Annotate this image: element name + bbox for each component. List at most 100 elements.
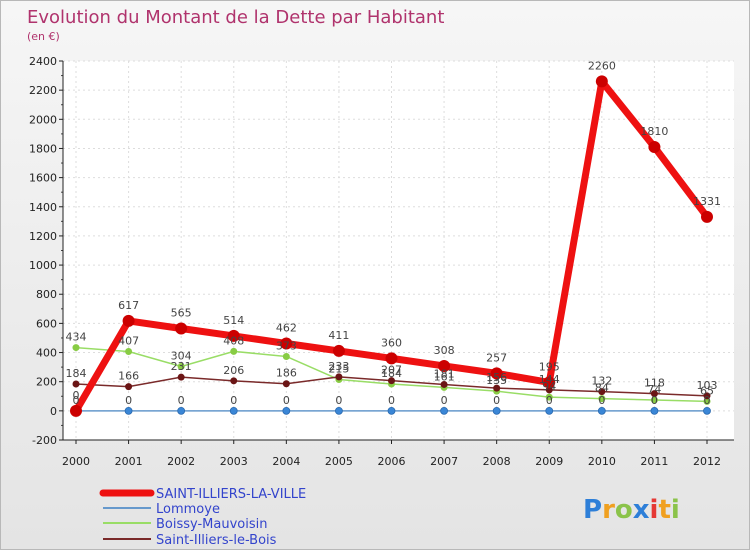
data-label: 132 <box>591 375 612 388</box>
legend-entry: SAINT-ILLIERS-LA-VILLE <box>156 487 306 502</box>
data-label: 0 <box>230 394 237 407</box>
data-labels: 0617565514462411360308257195226018101331… <box>66 59 722 406</box>
data-label: 144 <box>539 373 560 386</box>
series-point-4 <box>177 373 185 381</box>
series-point-2 <box>440 406 448 415</box>
series-point-4 <box>703 392 711 400</box>
y-tick-label: 1600 <box>29 172 57 185</box>
logo-letter: i <box>650 495 659 525</box>
data-label: 2260 <box>588 59 616 72</box>
series-point-2 <box>335 406 343 415</box>
y-tick-label: 400 <box>36 347 57 360</box>
x-tick-label: 2011 <box>640 455 668 468</box>
series-point-3 <box>650 396 658 404</box>
data-label: 181 <box>434 367 455 380</box>
data-label: 84 <box>595 382 609 395</box>
y-tick-label: 1000 <box>29 259 57 272</box>
data-label: 74 <box>647 383 661 396</box>
series-group <box>70 75 713 417</box>
data-label: 0 <box>598 394 605 407</box>
series-point-2 <box>492 406 501 415</box>
data-label: 94 <box>542 380 556 393</box>
series-point-3 <box>282 352 290 360</box>
series-point-4 <box>125 383 133 391</box>
data-label: 65 <box>700 384 714 397</box>
chart-subtitle: (en €) <box>27 30 60 43</box>
series-point-4 <box>388 377 395 385</box>
data-label: 565 <box>171 306 192 319</box>
data-label: 103 <box>697 379 718 392</box>
data-label: 1331 <box>693 195 721 208</box>
series-point-3 <box>125 348 133 356</box>
data-label: 0 <box>335 394 342 407</box>
logo-letter: i <box>671 495 680 525</box>
data-label: 166 <box>118 370 139 383</box>
data-label: 206 <box>223 364 244 377</box>
data-label: 156 <box>486 371 507 384</box>
data-label: 304 <box>171 350 192 363</box>
series-point-1 <box>122 314 135 327</box>
series-point-4 <box>440 380 448 388</box>
data-label: 514 <box>223 314 244 327</box>
series-point-3 <box>72 344 80 352</box>
series-point-4 <box>72 380 80 388</box>
series-point-1 <box>490 367 503 380</box>
y-tick-label: 0 <box>50 405 57 418</box>
data-label: 0 <box>546 394 553 407</box>
data-label: 161 <box>434 370 455 383</box>
x-tick-label: 2008 <box>483 455 511 468</box>
series-point-1 <box>385 352 398 365</box>
data-label: 233 <box>328 360 349 373</box>
y-tick-label: 2400 <box>29 55 57 68</box>
series-point-3 <box>545 393 553 401</box>
series-point-2 <box>703 406 711 415</box>
series-point-1 <box>438 359 451 372</box>
series-point-1 <box>175 322 188 335</box>
series-point-2 <box>124 406 133 415</box>
data-label: 0 <box>651 394 658 407</box>
series-point-4 <box>230 377 238 385</box>
series-point-2 <box>177 406 186 415</box>
x-tick-label: 2005 <box>325 455 353 468</box>
data-label: 118 <box>644 377 665 390</box>
series-point-2 <box>650 406 659 415</box>
data-label: 407 <box>118 335 139 348</box>
data-label: 1810 <box>640 125 668 138</box>
y-tick-label: 2000 <box>29 113 57 126</box>
series-point-3 <box>703 397 711 405</box>
data-label: 184 <box>381 367 402 380</box>
series-point-2 <box>229 406 238 415</box>
data-label: 360 <box>381 336 402 349</box>
data-label: 195 <box>539 360 560 373</box>
data-label: 257 <box>486 351 507 364</box>
y-tick-label: 200 <box>36 376 57 389</box>
data-label: 308 <box>434 344 455 357</box>
data-label: 0 <box>73 389 80 402</box>
data-label: 215 <box>328 363 349 376</box>
series-point-1 <box>648 141 661 154</box>
data-label: 135 <box>486 374 507 387</box>
series-point-1 <box>70 404 82 417</box>
data-label: 462 <box>276 322 297 335</box>
series-point-4 <box>282 380 290 388</box>
series-point-1 <box>280 337 293 350</box>
series-point-4 <box>598 388 606 396</box>
x-tick-label: 2001 <box>115 455 143 468</box>
data-label: 231 <box>171 360 192 373</box>
axes: -200020040060080010001200140016001800200… <box>29 55 734 468</box>
legend-entry: Boissy-Mauvoisin <box>156 517 268 532</box>
x-tick-label: 2012 <box>693 455 721 468</box>
x-tick-label: 2000 <box>62 455 90 468</box>
series-point-1 <box>227 329 240 342</box>
series-point-1 <box>595 75 608 88</box>
data-label: 0 <box>704 394 711 407</box>
series-point-3 <box>177 363 185 371</box>
plot-area <box>63 61 734 440</box>
data-label: 184 <box>66 367 87 380</box>
data-label: 207 <box>381 364 402 377</box>
series-point-2 <box>387 406 396 415</box>
series-point-3 <box>230 347 238 355</box>
series-point-4 <box>493 384 501 392</box>
data-label: 0 <box>283 394 290 407</box>
